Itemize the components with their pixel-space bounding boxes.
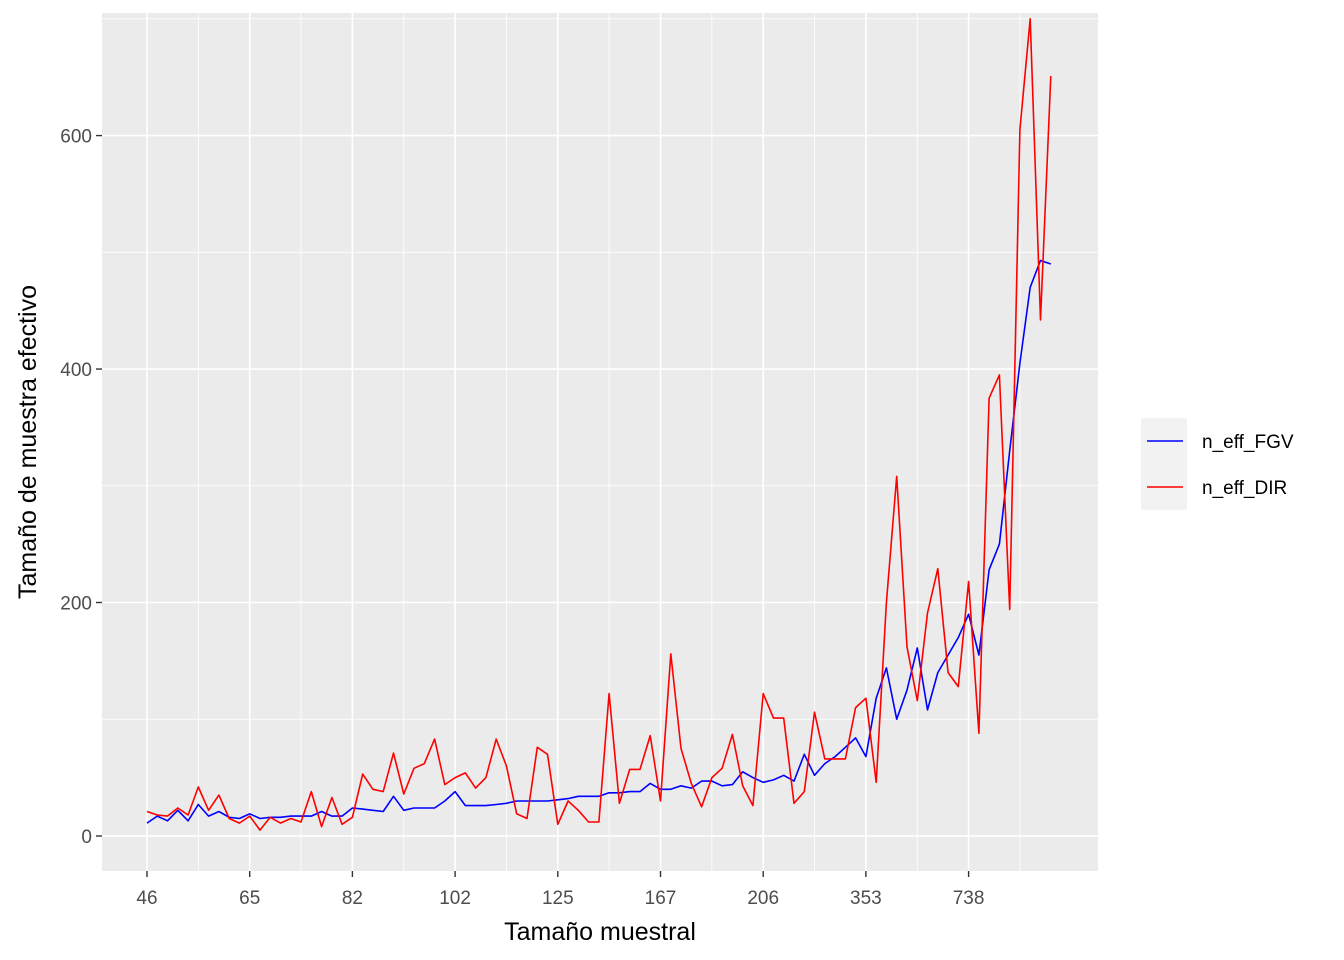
series-layer — [146, 17, 1052, 831]
x-tick-label: 206 — [747, 888, 779, 909]
x-tick-label: 738 — [953, 888, 985, 909]
x-tick-label: 46 — [136, 888, 157, 909]
x-axis-title: Tamaño muestral — [504, 918, 696, 946]
series-line-n-eff-fgv — [146, 259, 1052, 824]
y-tick-label: 0 — [81, 827, 92, 848]
series-line-n-eff-dir — [146, 17, 1052, 831]
legend-label-fgv: n_eff_FGV — [1202, 432, 1294, 453]
legend-background — [1141, 418, 1187, 510]
y-tick-label: 200 — [60, 594, 92, 615]
legend-label-dir: n_eff_DIR — [1202, 478, 1287, 499]
y-tick-label: 600 — [60, 127, 92, 148]
y-tick-label: 400 — [60, 360, 92, 381]
y-axis-title: Tamaño de muestra efectivo — [14, 285, 42, 599]
legend-item-dir: n_eff_DIR — [1147, 478, 1287, 499]
x-tick-label: 353 — [850, 888, 882, 909]
legend-item-fgv: n_eff_FGV — [1147, 432, 1294, 453]
grid-minor — [102, 13, 1098, 871]
x-tick-label: 102 — [439, 888, 471, 909]
x-axis: 46 65 82 102 125 167 206 353 738 — [136, 871, 984, 909]
x-tick-label: 82 — [342, 888, 363, 909]
legend: n_eff_FGV n_eff_DIR — [1141, 418, 1294, 510]
plot-panel — [102, 13, 1098, 871]
y-axis: 0 200 400 600 — [60, 127, 102, 848]
grid-major — [102, 13, 1098, 871]
x-tick-label: 167 — [645, 888, 677, 909]
x-tick-label: 125 — [542, 888, 574, 909]
x-tick-label: 65 — [239, 888, 260, 909]
